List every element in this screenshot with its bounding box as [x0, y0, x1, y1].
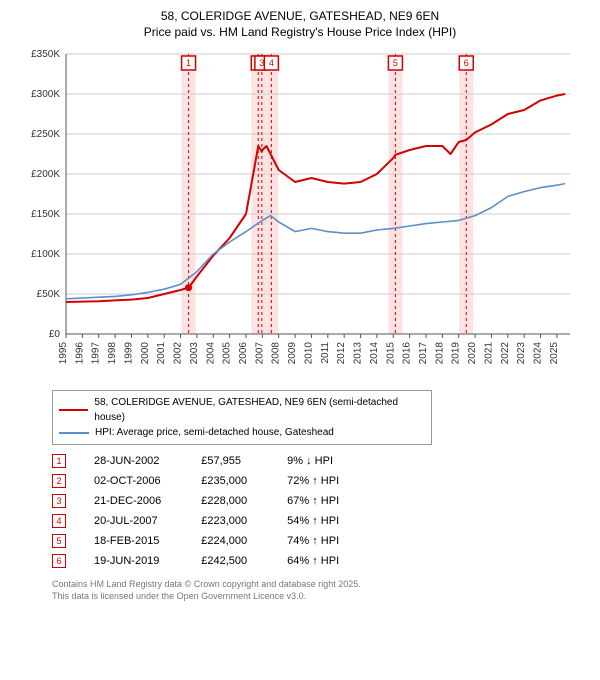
svg-text:6: 6 — [464, 58, 469, 68]
svg-text:£200K: £200K — [31, 169, 60, 180]
svg-text:2000: 2000 — [140, 342, 151, 365]
sale-price: £242,500 — [201, 551, 287, 571]
svg-text:2001: 2001 — [156, 342, 167, 365]
table-row: 2 02-OCT-2006£235,00072% ↑ HPI — [52, 471, 349, 491]
sale-date: 18-FEB-2015 — [76, 531, 201, 551]
chart-title: 58, COLERIDGE AVENUE, GATESHEAD, NE9 6EN… — [10, 8, 590, 40]
sale-marker-icon: 6 — [52, 554, 66, 568]
sale-price: £228,000 — [201, 491, 287, 511]
svg-text:1996: 1996 — [74, 342, 85, 365]
sale-price: £224,000 — [201, 531, 287, 551]
title-line-2: Price paid vs. HM Land Registry's House … — [10, 24, 590, 40]
svg-text:2014: 2014 — [369, 342, 380, 365]
svg-text:2021: 2021 — [483, 342, 494, 365]
svg-text:2005: 2005 — [222, 342, 233, 365]
svg-text:1995: 1995 — [58, 342, 69, 365]
table-row: 1 28-JUN-2002£57,9559% ↓ HPI — [52, 451, 349, 471]
svg-text:2024: 2024 — [533, 342, 544, 365]
footer-line-1: Contains HM Land Registry data © Crown c… — [52, 579, 590, 591]
svg-text:2016: 2016 — [402, 342, 413, 365]
svg-text:2019: 2019 — [451, 342, 462, 365]
legend-label: 58, COLERIDGE AVENUE, GATESHEAD, NE9 6EN… — [94, 395, 425, 425]
price-chart: £0 £50K £100K £150K £200K £250K £300K £350K 1995… — [20, 46, 580, 386]
svg-text:2003: 2003 — [189, 342, 200, 365]
svg-text:£100K: £100K — [31, 249, 60, 260]
svg-text:2011: 2011 — [320, 342, 331, 364]
svg-text:2022: 2022 — [500, 342, 511, 365]
svg-text:2017: 2017 — [418, 342, 429, 365]
footer-attribution: Contains HM Land Registry data © Crown c… — [52, 579, 590, 602]
svg-text:2012: 2012 — [336, 342, 347, 365]
svg-text:2002: 2002 — [173, 342, 184, 365]
svg-text:4: 4 — [269, 58, 274, 68]
svg-text:£150K: £150K — [31, 209, 60, 220]
sale-vs-hpi: 54% ↑ HPI — [287, 511, 349, 531]
legend-label: HPI: Average price, semi-detached house,… — [95, 425, 334, 440]
svg-text:2009: 2009 — [287, 342, 298, 365]
svg-text:1997: 1997 — [91, 342, 102, 365]
svg-text:2010: 2010 — [303, 342, 314, 365]
sale-price: £235,000 — [201, 471, 287, 491]
sale-marker-icon: 4 — [52, 514, 66, 528]
title-line-1: 58, COLERIDGE AVENUE, GATESHEAD, NE9 6EN — [10, 8, 590, 24]
svg-text:2020: 2020 — [467, 342, 478, 365]
sale-date: 20-JUL-2007 — [76, 511, 201, 531]
legend-item: 58, COLERIDGE AVENUE, GATESHEAD, NE9 6EN… — [59, 395, 425, 425]
svg-text:5: 5 — [393, 58, 398, 68]
sale-date: 28-JUN-2002 — [76, 451, 201, 471]
sale-marker-icon: 5 — [52, 534, 66, 548]
legend-swatch — [59, 409, 88, 411]
footer-line-2: This data is licensed under the Open Gov… — [52, 591, 590, 603]
sale-vs-hpi: 9% ↓ HPI — [287, 451, 349, 471]
svg-text:2006: 2006 — [238, 342, 249, 365]
svg-text:1999: 1999 — [123, 342, 134, 365]
sale-date: 02-OCT-2006 — [76, 471, 201, 491]
sale-marker-icon: 2 — [52, 474, 66, 488]
svg-text:2004: 2004 — [205, 342, 216, 365]
svg-text:2013: 2013 — [353, 342, 364, 365]
svg-text:£350K: £350K — [31, 49, 60, 60]
svg-text:2023: 2023 — [516, 342, 527, 365]
svg-text:2018: 2018 — [434, 342, 445, 365]
sale-marker-icon: 1 — [52, 454, 66, 468]
legend: 58, COLERIDGE AVENUE, GATESHEAD, NE9 6EN… — [52, 390, 432, 445]
sale-date: 19-JUN-2019 — [76, 551, 201, 571]
legend-item: HPI: Average price, semi-detached house,… — [59, 425, 425, 440]
svg-text:1: 1 — [186, 58, 191, 68]
legend-swatch — [59, 432, 89, 434]
table-row: 4 20-JUL-2007£223,00054% ↑ HPI — [52, 511, 349, 531]
table-row: 3 21-DEC-2006£228,00067% ↑ HPI — [52, 491, 349, 511]
svg-text:2007: 2007 — [254, 342, 265, 365]
sale-price: £223,000 — [201, 511, 287, 531]
sale-vs-hpi: 74% ↑ HPI — [287, 531, 349, 551]
sale-date: 21-DEC-2006 — [76, 491, 201, 511]
sale-vs-hpi: 72% ↑ HPI — [287, 471, 349, 491]
sale-vs-hpi: 64% ↑ HPI — [287, 551, 349, 571]
sale-marker-icon: 3 — [52, 494, 66, 508]
sale-price: £57,955 — [201, 451, 287, 471]
table-row: 6 19-JUN-2019£242,50064% ↑ HPI — [52, 551, 349, 571]
svg-text:£300K: £300K — [31, 89, 60, 100]
svg-text:£50K: £50K — [37, 289, 61, 300]
svg-text:£0: £0 — [49, 329, 61, 340]
svg-text:1998: 1998 — [107, 342, 118, 365]
table-row: 5 18-FEB-2015£224,00074% ↑ HPI — [52, 531, 349, 551]
svg-text:2025: 2025 — [549, 342, 560, 365]
svg-text:2008: 2008 — [271, 342, 282, 365]
sale-vs-hpi: 67% ↑ HPI — [287, 491, 349, 511]
svg-text:£250K: £250K — [31, 129, 60, 140]
svg-text:2015: 2015 — [385, 342, 396, 365]
sales-table: 128-JUN-2002£57,9559% ↓ HPI202-OCT-2006£… — [52, 451, 590, 571]
